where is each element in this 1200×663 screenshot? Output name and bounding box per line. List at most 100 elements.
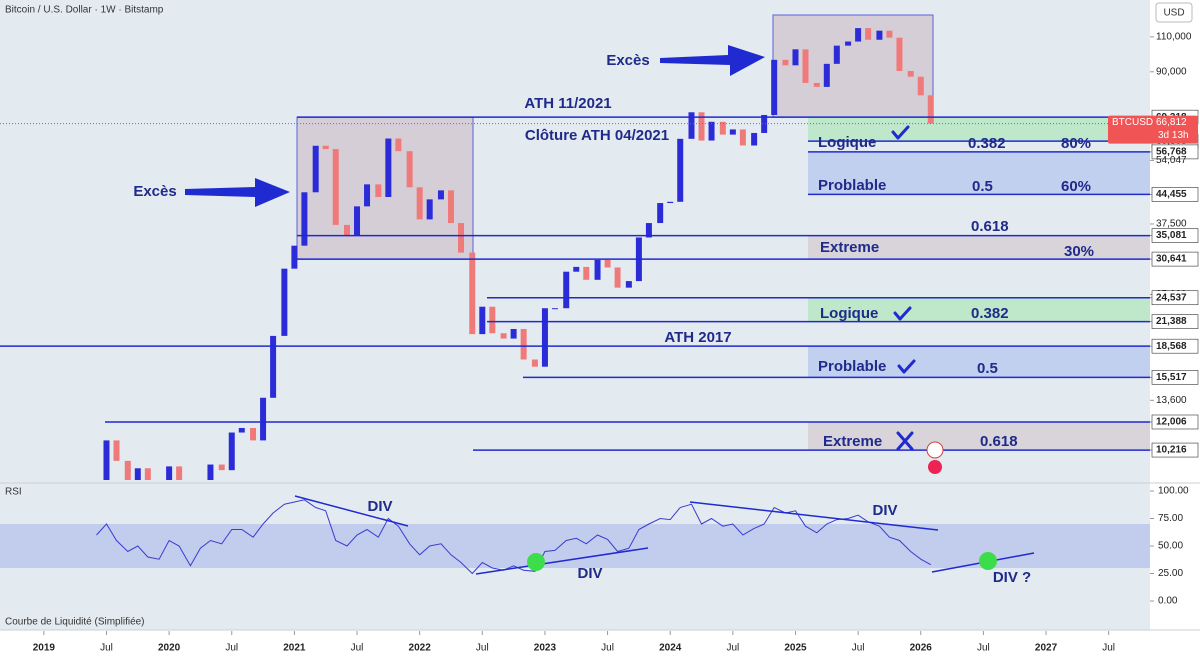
rsi-tick-label: 50.00 xyxy=(1158,541,1183,552)
x-tick-label: Jul xyxy=(351,643,364,654)
annotation: 0.382 xyxy=(971,305,1009,322)
annotation: 30% xyxy=(1064,243,1094,260)
check-mark xyxy=(893,306,912,321)
annotation: 60% xyxy=(1061,178,1091,195)
annotation: Problable xyxy=(818,358,886,375)
x-tick-label: Jul xyxy=(1102,643,1115,654)
event-icon[interactable] xyxy=(926,441,944,459)
y-tick-box xyxy=(1151,338,1199,354)
fib-zone xyxy=(808,421,1150,451)
x-tick-label: Jul xyxy=(476,643,489,654)
candle xyxy=(510,328,517,339)
candle xyxy=(551,308,558,310)
candle xyxy=(531,359,538,367)
y-tick-box xyxy=(1151,228,1199,243)
x-tick-label: 2021 xyxy=(283,643,306,654)
candle xyxy=(489,306,496,334)
candle xyxy=(332,149,339,225)
candle xyxy=(176,466,183,480)
event-icon[interactable] xyxy=(928,460,942,474)
candle xyxy=(823,63,830,87)
y-tick-box xyxy=(1151,251,1199,267)
currency[interactable]: USD xyxy=(1163,8,1184,19)
candle xyxy=(688,112,695,139)
x-tick-label: Jul xyxy=(225,643,238,654)
x-tick-label: Jul xyxy=(852,643,865,654)
candle xyxy=(207,464,214,480)
candle xyxy=(833,45,840,64)
y-tick-box xyxy=(1151,290,1199,306)
candle xyxy=(144,468,151,480)
fib-zone xyxy=(808,346,1150,378)
annotation: 0.382 xyxy=(968,135,1006,152)
annotation: Problable xyxy=(818,177,886,194)
y-tick-label: 10,216 xyxy=(1156,445,1187,456)
candle xyxy=(907,71,914,77)
currency-box[interactable] xyxy=(1155,2,1193,23)
candle xyxy=(594,259,601,280)
y-tick-label: 13,600 xyxy=(1156,395,1187,406)
candle xyxy=(458,223,465,253)
candle xyxy=(729,129,736,135)
cross-mark xyxy=(896,431,914,451)
y-tick-label: 18,568 xyxy=(1156,341,1187,352)
excess-box xyxy=(296,116,474,260)
annotation: DIV ? xyxy=(993,569,1031,586)
y-tick-label: 24,537 xyxy=(1156,292,1187,303)
candle xyxy=(541,308,548,367)
candle xyxy=(426,199,433,220)
candle xyxy=(270,335,277,398)
annotation: Logique xyxy=(820,305,878,322)
candle xyxy=(845,41,852,46)
y-tick-label: 21,388 xyxy=(1156,316,1187,327)
annotation: 80% xyxy=(1061,135,1091,152)
annotations: Excès Excès ATH 11/2021 Clôture ATH 04/2… xyxy=(133,52,1094,586)
last-price-label: 66,812 xyxy=(1156,117,1187,128)
div-line xyxy=(475,547,649,575)
candle xyxy=(469,252,476,335)
rsi-tick-label: 0.00 xyxy=(1158,596,1178,607)
y-tick-label: 15,517 xyxy=(1156,372,1187,383)
symbol-label: BTCUSD xyxy=(1112,117,1153,128)
candle xyxy=(896,37,903,72)
candle xyxy=(260,397,267,441)
y-tick-box xyxy=(1151,187,1199,202)
candle xyxy=(344,224,351,236)
time-axis xyxy=(0,631,1200,658)
x-tick-label: 2024 xyxy=(659,643,682,654)
y-tick-label: 12,006 xyxy=(1156,417,1187,428)
candle xyxy=(677,138,684,202)
x-tick-label: Jul xyxy=(601,643,614,654)
x-tick-label: 2022 xyxy=(409,643,432,654)
candle xyxy=(437,190,444,200)
candle xyxy=(761,114,768,133)
candle xyxy=(583,266,590,280)
candle xyxy=(447,190,454,224)
x-tick-label: 2025 xyxy=(784,643,807,654)
y-tick-box xyxy=(1151,414,1199,430)
y-tick-label: 54,047 xyxy=(1156,155,1187,166)
x-tick-label: 2023 xyxy=(534,643,557,654)
candle xyxy=(166,466,173,480)
x-tick-label: Jul xyxy=(977,643,990,654)
rsi-title: RSI xyxy=(5,487,22,498)
candle xyxy=(927,95,934,124)
div-line xyxy=(294,495,409,527)
y-tick-label: 37,500 xyxy=(1156,219,1187,230)
annotation: Clôture ATH 04/2021 xyxy=(525,127,669,144)
candle xyxy=(312,145,319,193)
highlight-dot xyxy=(979,552,997,570)
y-tick-label: 110,000 xyxy=(1156,32,1192,43)
check-mark xyxy=(891,125,910,140)
x-tick-label: Jul xyxy=(100,643,113,654)
y-tick-label: 30,641 xyxy=(1156,254,1187,265)
annotation: Excès xyxy=(133,183,176,200)
candle xyxy=(238,427,245,433)
candle xyxy=(124,460,131,480)
y-tick-label: 44,455 xyxy=(1156,189,1187,200)
annotation: 0.5 xyxy=(972,178,993,195)
candle xyxy=(385,138,392,197)
icons xyxy=(891,125,916,451)
annotation: Extreme xyxy=(823,433,882,450)
